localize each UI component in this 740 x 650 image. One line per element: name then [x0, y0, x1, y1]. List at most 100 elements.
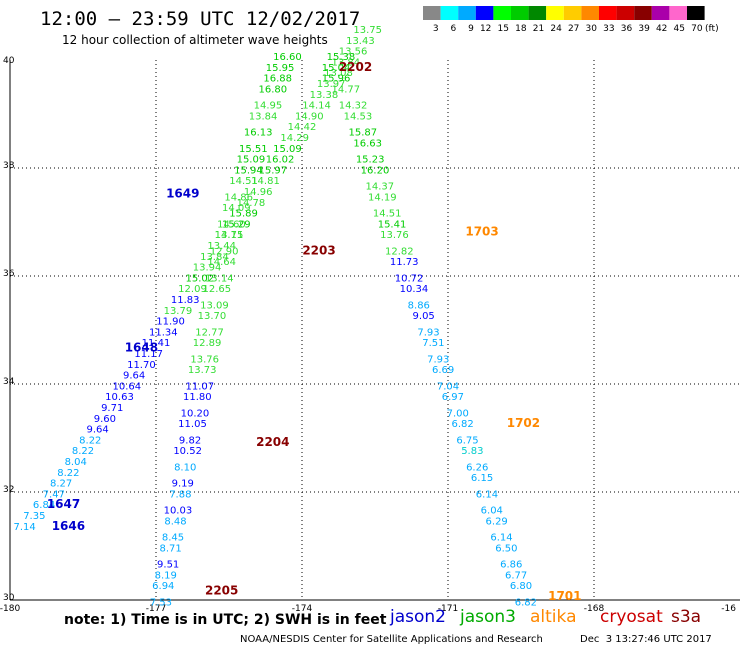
wave-height-point: 9.82: [179, 435, 201, 446]
wave-height-point: 6.69: [432, 365, 454, 376]
wave-height-point: 15.41: [378, 219, 407, 230]
x-tick-label: -180: [0, 604, 20, 614]
wave-height-point: 6.75: [456, 435, 478, 446]
legend-label: 18: [515, 24, 527, 34]
wave-height-point: 7.47: [43, 489, 65, 500]
legend-swatch: [581, 6, 599, 20]
footer-note: note: 1) Time is in UTC; 2) SWH is in fe…: [64, 612, 387, 628]
wave-height-point: 6.82: [451, 419, 473, 430]
wave-height-point: 15.38: [327, 52, 356, 63]
legend-label: 45: [674, 24, 685, 34]
satellite-jason2: jason2: [390, 607, 446, 627]
wave-height-point: 11.80: [183, 392, 212, 403]
wave-height-point: 13.76: [380, 230, 409, 241]
wave-height-point: 15.29: [222, 219, 251, 230]
wave-height-point: 10.63: [105, 392, 134, 403]
wave-height-point: 15.96: [322, 74, 351, 85]
pass-label: 2202: [339, 60, 372, 74]
y-tick-label: 34: [3, 377, 15, 387]
legend-label: 21: [533, 24, 544, 34]
wave-height-point: 15.87: [349, 128, 378, 139]
wave-height-point: 6.84: [33, 500, 55, 511]
wave-height-point: 13.76: [190, 354, 219, 365]
wave-height-point: 8.22: [79, 435, 101, 446]
wave-height-point: 15.09: [273, 144, 302, 155]
y-tick-label: 32: [3, 485, 14, 495]
legend-label: 33: [603, 24, 614, 34]
x-tick-label: -177: [146, 604, 166, 614]
wave-height-point: 13.97: [317, 79, 346, 90]
wave-height-point: 15.02: [185, 273, 214, 284]
pass-label: 2205: [205, 584, 238, 598]
wave-height-point: 7.53: [150, 597, 172, 608]
wave-height-point: 11.07: [185, 381, 214, 392]
wave-height-point: 11.90: [156, 317, 185, 328]
wave-height-point: 6.29: [486, 516, 508, 527]
wave-height-point: 6.14: [490, 533, 512, 544]
legend-swatch: [669, 6, 687, 20]
wave-height-point: 16.13: [244, 128, 273, 139]
wave-height-point: 13.09: [200, 300, 229, 311]
legend-swatch: [423, 6, 441, 20]
wave-height-point: 14.42: [288, 122, 317, 133]
wave-height-point: 8.27: [50, 479, 72, 490]
legend-label: 36: [621, 24, 633, 34]
wave-height-point: 14.71: [215, 230, 244, 241]
wave-height-point: 14.86: [224, 192, 253, 203]
wave-height-point: 13.73: [188, 365, 217, 376]
wave-height-point: 14.64: [207, 257, 236, 268]
wave-height-point: 9.64: [123, 371, 145, 382]
wave-height-point: 8.22: [57, 468, 79, 479]
wave-height-point: 6.86: [500, 560, 522, 571]
wave-height-point: 6.94: [152, 581, 174, 592]
wave-height-point: 14.51: [229, 176, 258, 187]
wave-height-point: 15.51: [239, 144, 268, 155]
wave-height-point: 13.44: [207, 241, 236, 252]
wave-height-point: 7.14: [13, 522, 35, 533]
wave-height-point: 16.80: [258, 84, 287, 95]
wave-height-point: 11.17: [134, 349, 163, 360]
legend-swatch: [528, 6, 547, 20]
wave-height-point: 13.75: [353, 25, 382, 36]
legend-swatch: [687, 6, 705, 20]
wave-height-point: 8.10: [174, 462, 196, 473]
wave-height-point: 11.73: [390, 257, 419, 268]
pass-label: 2203: [302, 243, 335, 257]
wave-height-point: 6.26: [466, 462, 488, 473]
wave-height-point: 14.37: [366, 182, 395, 193]
wave-height-point: 14.96: [244, 187, 273, 198]
legend-swatch: [475, 6, 494, 20]
wave-height-point: 11.70: [127, 360, 156, 371]
wave-height-point: 14.95: [254, 101, 283, 112]
wave-height-point: 7.93: [417, 327, 439, 338]
wave-height-point: 13.84: [249, 111, 278, 122]
wave-height-point: 13.84: [200, 252, 229, 263]
legend-label: 3: [433, 24, 439, 34]
wave-height-point: 11.34: [149, 327, 178, 338]
legend-swatch: [546, 6, 564, 20]
x-tick-label: -171: [438, 604, 458, 614]
pass-label: 1703: [465, 225, 498, 239]
pass-label: 1647: [47, 497, 80, 511]
x-tick-label: -168: [584, 604, 605, 614]
legend-label: 6: [450, 24, 456, 34]
legend-swatch: [511, 6, 529, 20]
color-legend: 3 6 9 12 15 18 21 24 27 30 33 36 39 42 45 70 (ft): [423, 6, 719, 34]
axis-ticks: -180 -177 -174 -171 -168 -16 30 32 34 36 38 40: [0, 56, 736, 614]
legend-swatch: [458, 6, 476, 20]
map-title: 12:00 – 23:59 UTC 12/02/2017: [40, 8, 361, 30]
wave-height-point: 10.72: [395, 273, 424, 284]
wave-height-point: 14.81: [251, 176, 280, 187]
wave-height-point: 6.97: [442, 392, 464, 403]
pass-label: 1701: [548, 589, 581, 603]
wave-height-point: 15.94: [234, 165, 263, 176]
wave-height-point: 14.60: [217, 219, 246, 230]
wave-height-point: 15.09: [237, 155, 266, 166]
satellite-altika: altika: [530, 607, 577, 627]
wave-height-point: 8.48: [164, 516, 186, 527]
wave-height-point: 15.04: [322, 63, 351, 74]
wave-height-point: 7.00: [447, 408, 469, 419]
x-tick-label: -16: [721, 604, 736, 614]
legend-label: 42: [656, 24, 667, 34]
wave-height-point: 6.82: [515, 597, 537, 608]
